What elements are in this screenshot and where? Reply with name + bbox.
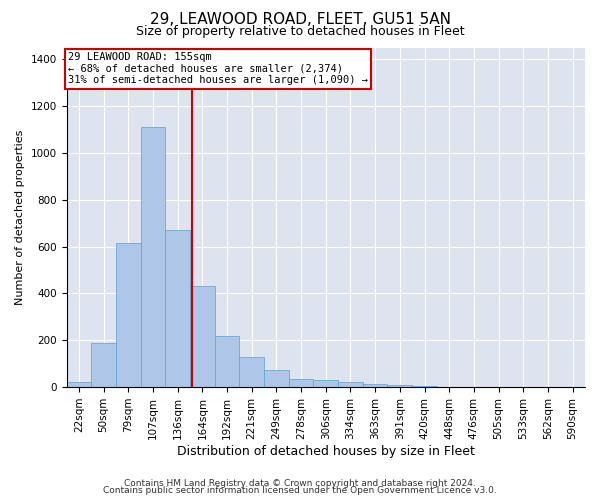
Bar bbox=[215, 336, 239, 387]
Bar bbox=[289, 379, 313, 387]
Bar bbox=[313, 380, 338, 387]
Bar bbox=[239, 356, 264, 387]
Bar bbox=[67, 382, 91, 387]
Bar bbox=[140, 127, 165, 387]
Bar bbox=[264, 370, 289, 387]
Text: 29, LEAWOOD ROAD, FLEET, GU51 5AN: 29, LEAWOOD ROAD, FLEET, GU51 5AN bbox=[149, 12, 451, 28]
Text: Contains HM Land Registry data © Crown copyright and database right 2024.: Contains HM Land Registry data © Crown c… bbox=[124, 478, 476, 488]
Text: Contains public sector information licensed under the Open Government Licence v3: Contains public sector information licen… bbox=[103, 486, 497, 495]
Bar bbox=[363, 384, 388, 387]
Bar bbox=[388, 385, 412, 387]
Text: 29 LEAWOOD ROAD: 155sqm
← 68% of detached houses are smaller (2,374)
31% of semi: 29 LEAWOOD ROAD: 155sqm ← 68% of detache… bbox=[68, 52, 368, 86]
Y-axis label: Number of detached properties: Number of detached properties bbox=[15, 130, 25, 305]
Bar bbox=[91, 342, 116, 387]
Bar bbox=[412, 386, 437, 387]
Bar bbox=[190, 286, 215, 387]
Bar bbox=[165, 230, 190, 387]
Bar bbox=[338, 382, 363, 387]
X-axis label: Distribution of detached houses by size in Fleet: Distribution of detached houses by size … bbox=[177, 444, 475, 458]
Bar bbox=[116, 243, 140, 387]
Text: Size of property relative to detached houses in Fleet: Size of property relative to detached ho… bbox=[136, 25, 464, 38]
